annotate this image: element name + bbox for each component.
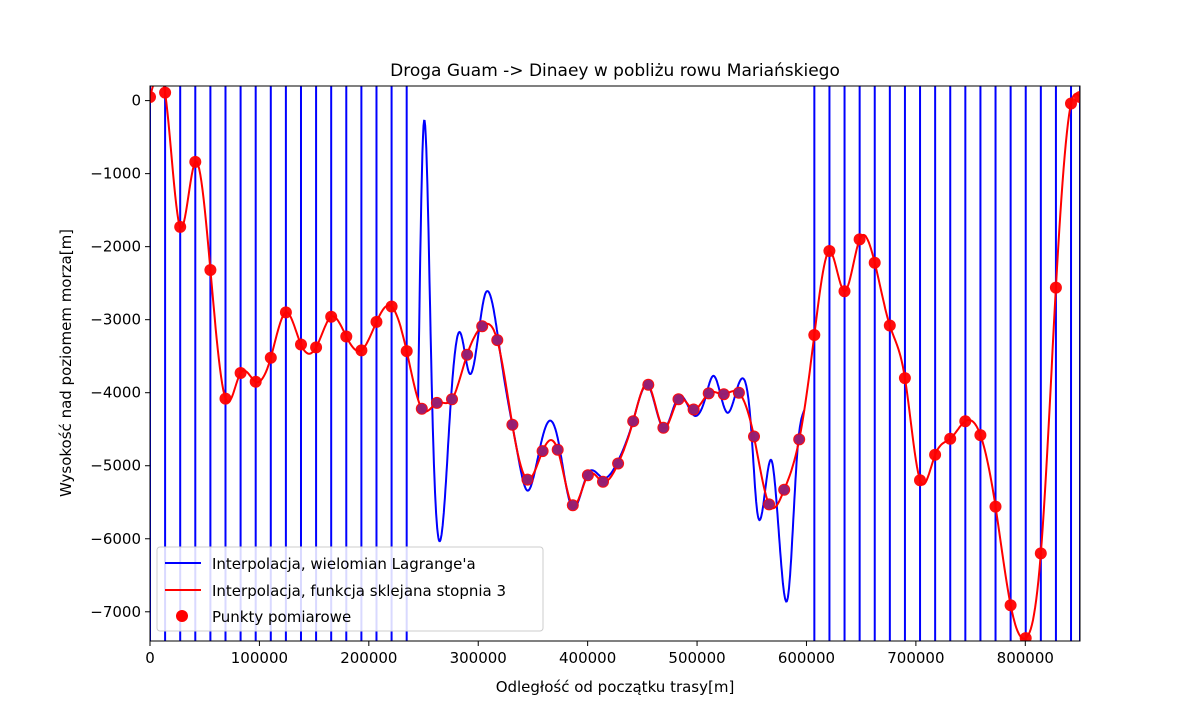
- measurement-point-overlap: [643, 379, 654, 390]
- measurement-point: [219, 392, 232, 405]
- measurement-point: [853, 233, 866, 246]
- measurement-point: [883, 319, 896, 332]
- legend: Interpolacja, wielomian Lagrange'a Inter…: [156, 546, 544, 632]
- measurement-point-overlap: [688, 404, 699, 415]
- legend-lagrange-label: Interpolacja, wielomian Lagrange'a: [212, 555, 476, 573]
- measurement-point: [264, 351, 277, 364]
- measurement-point: [823, 245, 836, 257]
- measurement-point-overlap: [462, 349, 473, 360]
- measurement-points: [150, 86, 1080, 641]
- measurement-point: [989, 500, 1002, 513]
- measurement-point-overlap: [431, 397, 442, 408]
- measurement-point: [1004, 599, 1017, 612]
- measurement-point: [1034, 547, 1047, 560]
- measurement-point-overlap: [749, 431, 759, 442]
- x-tick-label: 300000: [450, 649, 507, 667]
- measurement-point: [1049, 281, 1062, 294]
- measurement-point: [159, 86, 172, 99]
- measurement-point: [898, 372, 911, 385]
- y-axis: 0 −1000 −2000 −3000 −4000 −5000 −6000 −7000: [90, 92, 150, 621]
- plot-frame: [149, 85, 1081, 642]
- measurement-point: [249, 375, 262, 388]
- measurement-point: [295, 338, 307, 351]
- measurement-point: [914, 474, 926, 487]
- measurement-point: [150, 91, 156, 103]
- measurement-point-overlap: [794, 434, 805, 445]
- chart-title: Droga Guam -> Dinaey w pobliżu rowu Mari…: [390, 61, 840, 81]
- x-tick-label: 100000: [231, 649, 288, 667]
- legend-box: [156, 546, 544, 632]
- x-tick-label: 800000: [997, 649, 1054, 667]
- y-tick-label: −6000: [90, 530, 141, 548]
- measurement-point-overlap: [522, 474, 533, 485]
- x-tick-label: 700000: [887, 649, 944, 667]
- measurement-point-overlap: [598, 476, 608, 487]
- lagrange-line: [417, 119, 806, 603]
- measurement-point: [929, 448, 942, 461]
- measurement-point-overlap: [567, 500, 578, 511]
- measurement-point-overlap: [492, 335, 503, 346]
- measurement-point-overlap: [673, 394, 684, 405]
- measurement-point: [385, 300, 398, 313]
- measurement-point: [974, 429, 987, 442]
- y-tick-label: 0: [131, 92, 141, 110]
- measurement-point-overlap: [447, 394, 457, 405]
- measurement-point-overlap: [552, 444, 563, 455]
- y-axis-label: Wysokość nad poziomem morza[m]: [57, 229, 75, 497]
- measurement-point: [1019, 632, 1032, 641]
- measurement-point: [400, 345, 413, 358]
- measurement-point: [189, 155, 202, 168]
- measurement-point-overlap: [537, 446, 548, 457]
- y-tick-label: −4000: [90, 384, 141, 402]
- legend-points-label: Punkty pomiarowe: [212, 608, 351, 626]
- x-tick-label: 500000: [668, 649, 725, 667]
- measurement-point-overlap: [733, 387, 744, 398]
- measurement-point-overlap: [613, 458, 624, 469]
- measurement-point-overlap: [703, 388, 714, 399]
- measurement-point: [310, 341, 323, 354]
- measurement-point: [340, 330, 353, 343]
- measurement-point-overlap: [582, 470, 593, 481]
- x-tick-label: 200000: [340, 649, 397, 667]
- measurement-point-overlap: [779, 484, 790, 495]
- measurement-point: [355, 344, 368, 357]
- measurement-point-overlap: [718, 389, 729, 400]
- measurement-point: [959, 415, 972, 428]
- measurement-point: [808, 329, 821, 341]
- x-axis-label: Odległość od początku trasy[m]: [496, 678, 735, 696]
- measurement-point-overlap: [628, 416, 639, 427]
- measurement-point-overlap: [477, 321, 488, 332]
- measurement-point: [1074, 91, 1080, 103]
- y-tick-label: −7000: [90, 603, 141, 621]
- x-tick-label: 400000: [559, 649, 616, 667]
- legend-points-swatch: [176, 610, 188, 622]
- measurement-point-overlap: [416, 403, 427, 414]
- measurement-point: [325, 310, 338, 323]
- measurement-point: [838, 285, 851, 298]
- y-tick-label: −5000: [90, 457, 141, 475]
- measurement-point: [944, 432, 957, 445]
- measurement-point: [174, 220, 187, 233]
- y-tick-label: −1000: [90, 165, 141, 183]
- measurement-point-overlap: [658, 422, 669, 433]
- measurement-point: [1065, 97, 1077, 110]
- y-tick-label: −2000: [90, 238, 141, 256]
- measurement-point-overlap: [507, 419, 518, 430]
- measurement-point-overlap: [764, 499, 775, 510]
- measurement-point: [234, 367, 247, 379]
- measurement-point: [370, 315, 383, 328]
- x-tick-label: 600000: [778, 649, 835, 667]
- x-tick-label: 0: [145, 649, 155, 667]
- x-axis: 0 100000 200000 300000 400000 500000 600000 700…: [145, 641, 1054, 667]
- legend-spline-label: Interpolacja, funkcja sklejana stopnia 3: [212, 582, 506, 600]
- y-tick-label: −3000: [90, 311, 141, 329]
- measurement-point: [279, 306, 292, 319]
- measurement-point: [868, 256, 881, 269]
- measurement-point: [204, 264, 217, 276]
